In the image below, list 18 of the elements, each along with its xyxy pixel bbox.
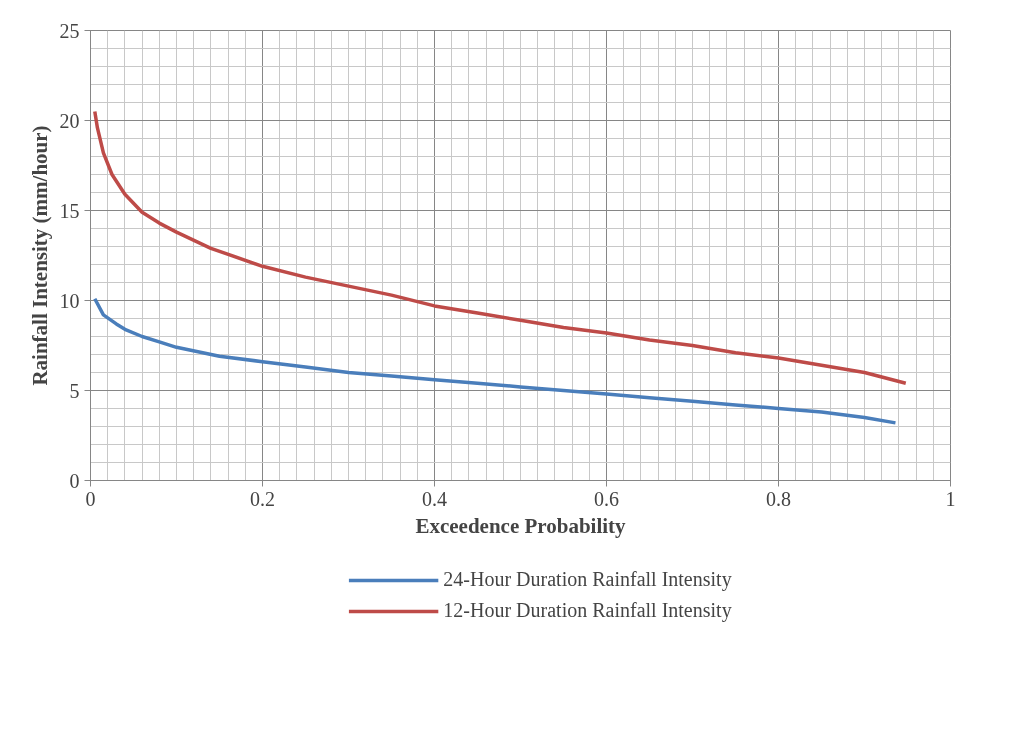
x-tick-label: 0.8 [766, 487, 791, 510]
y-tick-label: 25 [59, 19, 80, 42]
line-series [93, 296, 898, 425]
y-tick-label: 15 [59, 199, 80, 222]
x-tick-label: 0.4 [422, 487, 447, 510]
legend-label: 12-Hour Duration Rainfall Intensity [443, 599, 732, 622]
y-axis-title: Rainfall Intensity (mm/hour) [27, 125, 52, 386]
x-tick-label: 1 [945, 487, 956, 510]
y-tick-label: 0 [69, 469, 80, 492]
x-tick-label: 0 [85, 487, 96, 510]
x-tick-label: 0.6 [594, 487, 619, 510]
y-tick-label: 10 [59, 289, 80, 312]
legend-label: 24-Hour Duration Rainfall Intensity [443, 568, 732, 591]
line-series [93, 109, 908, 386]
y-tick-label: 5 [69, 379, 80, 402]
x-tick-label: 0.2 [250, 487, 275, 510]
y-tick-label: 20 [59, 109, 80, 132]
x-axis-title: Exceedence Probability [415, 513, 627, 538]
